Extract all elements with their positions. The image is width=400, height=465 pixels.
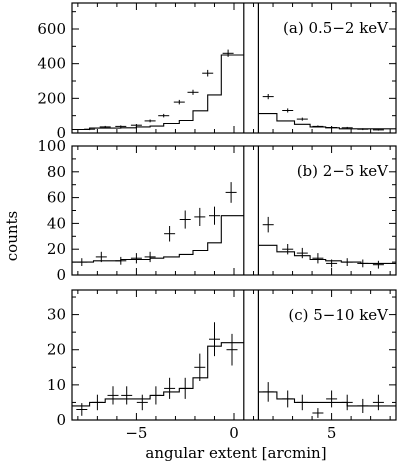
data-point (282, 390, 294, 408)
panel-label: (c) 5−10 keV (288, 306, 389, 324)
data-point (357, 259, 369, 268)
data-point (357, 128, 369, 131)
data-point (209, 322, 220, 357)
data-point (130, 253, 142, 264)
y-tick-label: 600 (37, 20, 66, 38)
plot-area (72, 182, 396, 269)
panel-label: (a) 0.5−2 keV (283, 19, 389, 37)
plot-area (72, 49, 396, 131)
data-point (84, 128, 96, 131)
y-tick-label: 60 (47, 189, 66, 207)
data-point (115, 125, 127, 128)
data-point (150, 386, 162, 405)
data-point (326, 259, 338, 268)
data-point (194, 353, 206, 381)
data-point (121, 386, 133, 405)
y-tick-label: 30 (47, 306, 66, 324)
data-point (164, 377, 176, 399)
x-tick-label: 5 (327, 424, 337, 442)
y-tick-label: 400 (37, 55, 66, 73)
data-point (341, 126, 353, 129)
panel-c: 0 10 20 30 (c) 5−10 keV (47, 289, 397, 429)
data-point (95, 251, 107, 263)
data-point (164, 226, 176, 242)
data-point (296, 117, 308, 121)
data-point (312, 253, 324, 264)
data-point (158, 113, 170, 118)
y-axis-title: counts (3, 211, 21, 261)
x-axis-title: angular extent [arcmin] (145, 444, 326, 462)
panel-label: (b) 2−5 keV (297, 162, 389, 180)
data-point (262, 94, 274, 100)
data-point (372, 129, 384, 131)
data-point (225, 182, 237, 203)
data-point (282, 108, 294, 113)
x-tick-label: 0 (229, 424, 239, 442)
data-point (202, 69, 214, 77)
data-point (76, 258, 88, 266)
data-point (76, 403, 88, 416)
plot-area (72, 322, 396, 418)
data-point (99, 125, 111, 128)
y-tick-label: 100 (37, 137, 66, 155)
data-point (144, 119, 156, 123)
data-point (91, 394, 103, 411)
data-point (115, 256, 127, 265)
data-point (179, 210, 191, 229)
data-point (173, 99, 185, 105)
y-tick-label: 200 (37, 89, 66, 107)
data-point (262, 382, 274, 402)
panel-b: 0 20 40 60 80 100 (b) 2−5 keV (37, 137, 397, 284)
y-tick-label: 80 (47, 163, 66, 181)
data-point (107, 386, 119, 405)
data-point (136, 394, 148, 411)
y-tick-label: 20 (47, 240, 66, 258)
data-point (312, 125, 324, 128)
data-point (341, 394, 353, 411)
model-histogram (72, 215, 396, 264)
data-point (209, 206, 220, 225)
y-tick-label: 0 (56, 266, 66, 284)
data-point (222, 49, 234, 57)
data-point (326, 390, 338, 408)
y-tick-label: 20 (47, 341, 66, 359)
data-point (144, 251, 156, 263)
data-point (372, 260, 384, 269)
y-tick-label: 10 (47, 376, 66, 394)
data-point (341, 258, 353, 266)
data-point (194, 207, 206, 226)
x-tick-label: −5 (125, 424, 147, 442)
y-tick-label: 0 (56, 124, 66, 142)
data-point (187, 89, 199, 95)
data-point (357, 398, 369, 413)
panel-a: 0 200 400 600 (a) 0.5−2 keV (37, 2, 397, 142)
data-point (296, 247, 308, 259)
data-point (226, 333, 238, 366)
data-point (262, 216, 274, 233)
y-tick-label: 0 (56, 411, 66, 429)
data-point (372, 394, 384, 411)
model-histogram (72, 54, 396, 131)
y-tick-label: 40 (47, 214, 66, 232)
data-point (282, 244, 294, 255)
data-point (179, 377, 191, 399)
data-point (296, 394, 308, 411)
data-point (312, 408, 324, 418)
